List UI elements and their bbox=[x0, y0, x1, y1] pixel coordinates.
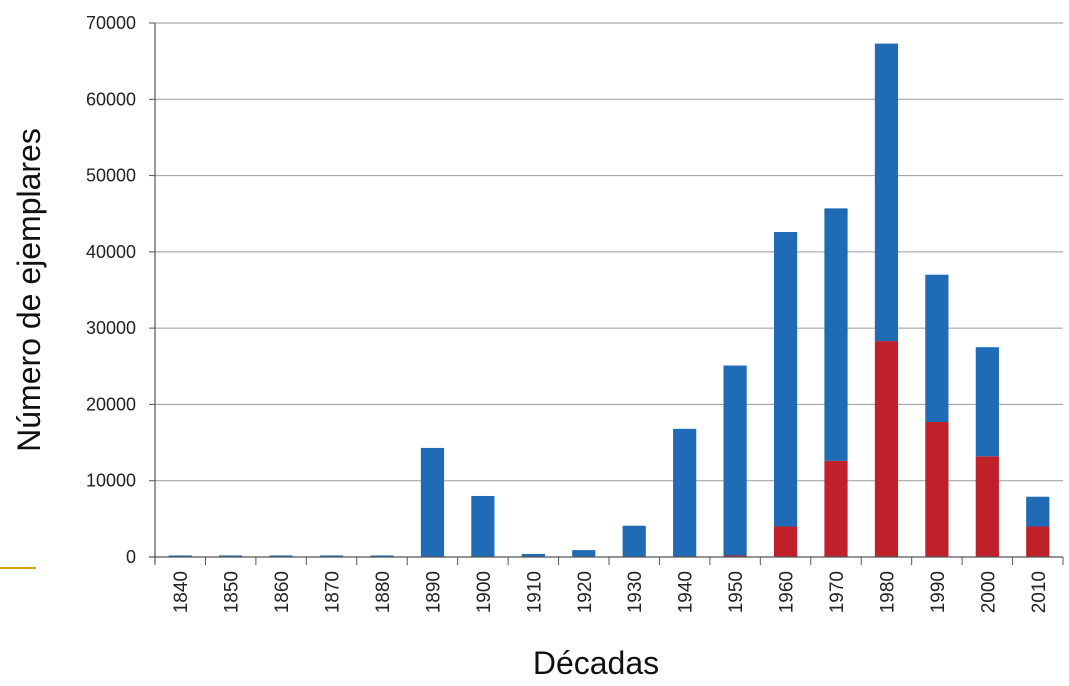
x-tick-label: 2000 bbox=[978, 571, 999, 613]
x-tick-label: 1980 bbox=[877, 571, 898, 613]
bar-segment-series-0 bbox=[925, 421, 949, 557]
x-tick-label: 1850 bbox=[222, 571, 243, 613]
y-tick-label: 70000 bbox=[86, 13, 136, 33]
bar-segment-series-1 bbox=[824, 208, 848, 461]
y-tick-label: 50000 bbox=[86, 166, 136, 186]
x-tick-label: 1930 bbox=[625, 571, 646, 613]
x-tick-label: 2010 bbox=[1029, 571, 1050, 613]
x-tick-label: 1860 bbox=[272, 571, 293, 613]
bar-segment-series-0 bbox=[824, 460, 848, 557]
x-tick-labels: 1840 1850 1860 1870 1880 1890 1900 1910 1920 1930… bbox=[171, 571, 1050, 613]
y-tick-label: 30000 bbox=[86, 318, 136, 338]
bar-segment-series-1 bbox=[723, 365, 747, 556]
bar-segment-series-1 bbox=[319, 555, 344, 557]
bar-segment-series-1 bbox=[168, 555, 192, 557]
bar-segment-series-1 bbox=[975, 347, 999, 457]
x-tick-label: 1950 bbox=[726, 571, 747, 613]
x-tick-label: 1910 bbox=[524, 571, 545, 613]
x-tick-label: 1840 bbox=[171, 571, 192, 613]
bar-segment-series-0 bbox=[1026, 526, 1050, 557]
bar-segment-series-1 bbox=[471, 495, 495, 557]
bar-segment-series-1 bbox=[1026, 496, 1050, 527]
x-tick-label: 1880 bbox=[373, 571, 394, 613]
bar-segment-series-1 bbox=[622, 525, 646, 557]
x-tick-label: 1870 bbox=[323, 571, 344, 613]
accent-line bbox=[0, 567, 36, 569]
bar-segment-series-0 bbox=[874, 341, 899, 557]
bar-segment-series-1 bbox=[925, 274, 949, 422]
y-tick-labels: 0 10000 20000 30000 40000 50000 60000 70000 bbox=[86, 13, 136, 567]
gridlines bbox=[155, 22, 1063, 482]
bars bbox=[168, 43, 1050, 557]
bar-segment-series-1 bbox=[673, 428, 697, 557]
axes bbox=[149, 22, 1064, 565]
x-tick-label: 1960 bbox=[777, 571, 798, 613]
bar-segment-series-1 bbox=[420, 447, 445, 557]
bar-segment-series-0 bbox=[773, 526, 798, 557]
bar-segment-series-1 bbox=[521, 553, 545, 557]
bar-segment-series-1 bbox=[370, 555, 394, 557]
bar-segment-series-1 bbox=[874, 43, 899, 342]
bar-segment-series-1 bbox=[269, 555, 293, 557]
bar-segment-series-1 bbox=[219, 555, 243, 557]
bar-segment-series-0 bbox=[975, 456, 999, 557]
y-tick-label: 10000 bbox=[86, 471, 136, 491]
y-tick-label: 0 bbox=[126, 547, 136, 567]
x-tick-label: 1900 bbox=[474, 571, 495, 613]
x-tick-label: 1890 bbox=[423, 571, 444, 613]
x-tick-label: 1920 bbox=[575, 571, 596, 613]
x-tick-label: 1970 bbox=[827, 571, 848, 613]
bar-segment-series-1 bbox=[572, 550, 596, 557]
y-axis-title: Número de ejemplares bbox=[11, 128, 47, 452]
y-tick-label: 20000 bbox=[86, 394, 136, 414]
bar-segment-series-1 bbox=[773, 232, 798, 527]
x-tick-label: 1990 bbox=[928, 571, 949, 613]
y-tick-label: 40000 bbox=[86, 242, 136, 262]
y-tick-label: 60000 bbox=[86, 89, 136, 109]
x-axis-title: Décadas bbox=[533, 645, 659, 681]
x-tick-label: 1940 bbox=[676, 571, 697, 613]
bar-segment-series-0 bbox=[723, 555, 747, 557]
